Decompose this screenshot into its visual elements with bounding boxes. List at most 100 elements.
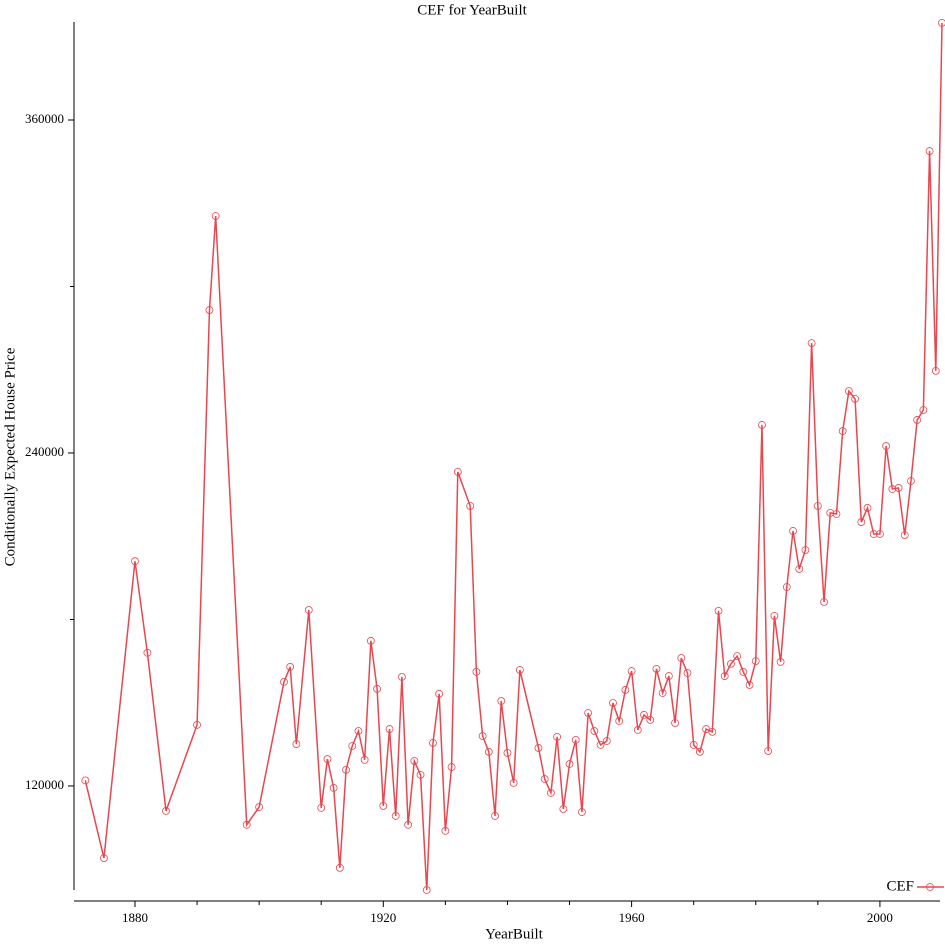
point: [304, 606, 313, 614]
point: [745, 681, 754, 689]
point: [838, 427, 847, 435]
point: [621, 686, 630, 694]
point: [776, 658, 785, 666]
point: [373, 684, 381, 693]
point: [813, 502, 822, 510]
point: [422, 886, 431, 894]
point: [602, 737, 611, 745]
point: [596, 740, 605, 749]
point: [888, 485, 897, 493]
point: [695, 747, 704, 756]
point: [205, 306, 214, 314]
point: [410, 757, 419, 765]
point: [193, 721, 201, 729]
point: [677, 654, 686, 662]
point: [484, 747, 493, 756]
point: [789, 527, 797, 535]
point: [795, 565, 804, 573]
point: [472, 668, 481, 676]
point: [844, 387, 853, 395]
point: [81, 776, 90, 785]
point: [863, 504, 872, 512]
legend-marker: [926, 883, 934, 891]
point: [764, 747, 773, 755]
point: [435, 689, 444, 698]
series-line: [84, 22, 943, 891]
point: [925, 147, 934, 155]
x-tick-label: 1960: [619, 910, 645, 925]
point: [590, 727, 599, 735]
point: [689, 740, 698, 749]
point: [876, 530, 884, 538]
point: [894, 484, 903, 492]
chart-title: CEF for YearBuilt: [417, 2, 527, 18]
point: [404, 820, 413, 829]
point: [782, 583, 791, 591]
point: [286, 663, 295, 671]
point: [366, 636, 375, 645]
y-tick-label: 240000: [25, 444, 64, 459]
point: [584, 709, 593, 717]
point: [385, 725, 394, 733]
point: [509, 779, 518, 787]
legend-label: CEF: [886, 878, 914, 894]
point: [615, 717, 624, 725]
x-tick-label: 2000: [867, 910, 893, 925]
point: [807, 339, 816, 347]
point: [714, 606, 723, 615]
point: [317, 803, 326, 812]
point: [708, 727, 717, 736]
y-axis-label: Conditionally Expected House Price: [2, 347, 18, 566]
point: [652, 664, 661, 673]
point: [416, 770, 425, 779]
point: [280, 677, 288, 686]
point: [447, 763, 456, 771]
point: [211, 212, 220, 220]
point: [882, 442, 891, 450]
x-tick-label: 1880: [122, 910, 148, 925]
point: [553, 732, 562, 741]
point: [354, 727, 363, 735]
point: [398, 673, 406, 681]
point: [900, 531, 909, 540]
point: [360, 755, 369, 764]
point: [820, 598, 828, 606]
point: [658, 689, 667, 697]
point: [547, 788, 555, 797]
point: [739, 668, 748, 676]
x-tick-label: 1920: [370, 910, 396, 925]
point: [491, 812, 499, 820]
point: [255, 803, 264, 811]
point: [869, 530, 878, 538]
point: [931, 366, 940, 375]
point: [497, 697, 506, 705]
point: [640, 711, 648, 719]
point: [515, 666, 524, 674]
point: [720, 672, 729, 680]
point: [919, 406, 928, 414]
point: [907, 477, 915, 485]
point: [348, 742, 357, 750]
point: [627, 667, 636, 675]
point: [727, 659, 735, 668]
point: [565, 760, 574, 768]
point: [379, 802, 388, 810]
point: [559, 805, 568, 813]
point: [534, 744, 543, 752]
point: [131, 557, 139, 566]
point: [503, 749, 512, 757]
point: [162, 807, 170, 815]
point: [143, 648, 152, 657]
point: [292, 740, 301, 748]
point: [242, 820, 251, 829]
point: [801, 546, 810, 554]
point: [938, 18, 945, 27]
point: [851, 394, 859, 403]
point: [429, 739, 437, 747]
point: [391, 812, 400, 820]
point: [571, 735, 580, 744]
point: [770, 611, 779, 620]
point: [633, 726, 642, 734]
point: [453, 467, 462, 476]
